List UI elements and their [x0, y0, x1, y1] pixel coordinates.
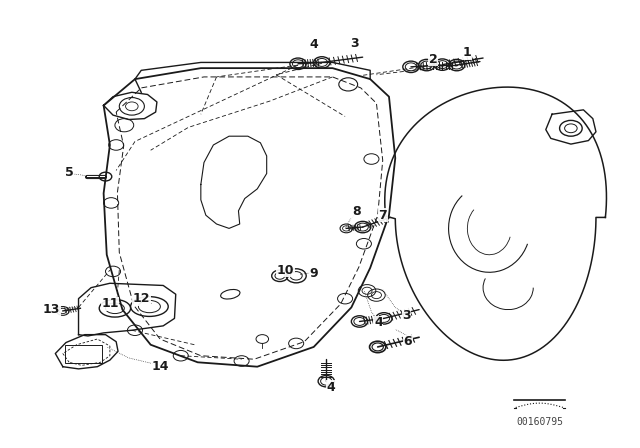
Text: 00160795: 00160795 — [516, 417, 563, 427]
Text: 3: 3 — [403, 309, 411, 322]
Text: 1: 1 — [463, 46, 472, 59]
Text: 10: 10 — [276, 263, 294, 276]
Text: 6: 6 — [403, 335, 412, 348]
Text: 14: 14 — [151, 360, 169, 373]
Text: 4: 4 — [327, 381, 335, 394]
Text: 11: 11 — [101, 297, 118, 310]
Text: 2: 2 — [429, 53, 437, 66]
Text: 4: 4 — [374, 316, 383, 329]
Text: 8: 8 — [352, 205, 361, 218]
Text: 3: 3 — [350, 38, 359, 51]
Text: 4: 4 — [309, 39, 318, 52]
Text: 9: 9 — [309, 267, 318, 280]
Text: 13: 13 — [43, 303, 60, 316]
Text: 12: 12 — [132, 292, 150, 305]
Text: 7: 7 — [378, 209, 387, 222]
Text: 5: 5 — [65, 166, 74, 179]
